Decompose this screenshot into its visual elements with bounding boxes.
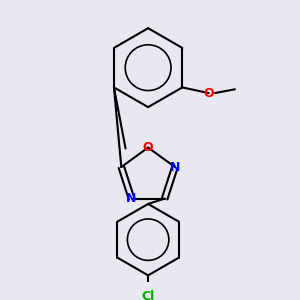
Text: N: N — [170, 160, 180, 173]
Text: Cl: Cl — [142, 290, 155, 300]
Text: O: O — [143, 141, 153, 154]
Text: O: O — [203, 86, 214, 100]
Text: N: N — [126, 192, 137, 205]
